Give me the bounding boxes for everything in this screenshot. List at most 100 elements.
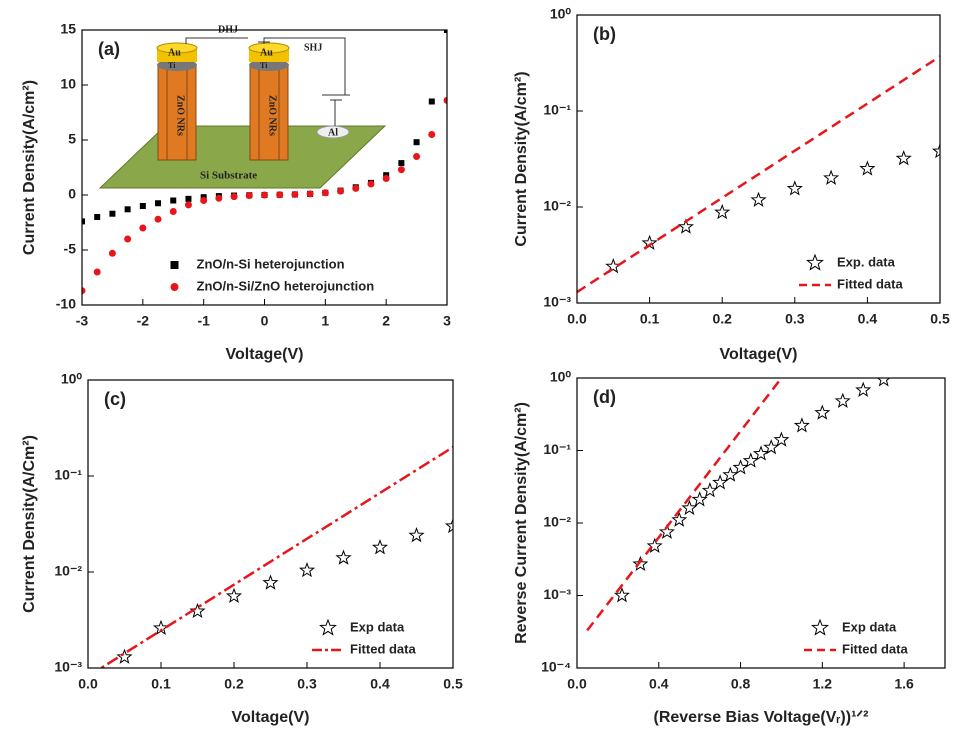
y-axis-label: Current Density(A/cm²) (513, 71, 530, 246)
x-tick-label: 1.2 (813, 676, 833, 692)
legend-label: ZnO/n-Si heterojunction (197, 256, 345, 271)
y-tick-label: 10⁻² (543, 514, 571, 530)
point (169, 208, 177, 215)
star-point (677, 218, 694, 234)
panel-label: (a) (98, 39, 120, 59)
star-point (681, 499, 698, 516)
point (93, 268, 101, 276)
legend-label: Exp. data (837, 254, 896, 269)
annotation: Si Substrate (200, 170, 257, 182)
fit-line (586, 378, 783, 632)
axes-frame (576, 377, 946, 669)
point (109, 210, 116, 217)
star-point (658, 523, 675, 539)
x-axis-label: Voltage(V) (232, 709, 310, 726)
x-tick-label: 0.4 (649, 676, 669, 692)
fit-line (98, 446, 453, 668)
star-point (773, 431, 790, 447)
x-tick-label: 1 (321, 313, 329, 329)
y-tick-label: -10 (56, 296, 76, 312)
point (245, 192, 253, 200)
star-point (632, 555, 649, 572)
x-tick-label: 0.4 (858, 311, 878, 327)
y-tick-label: 5 (68, 131, 76, 147)
y-tick-label: 10⁻¹ (543, 441, 571, 457)
point (200, 197, 208, 204)
y-tick-label: 10⁰ (550, 6, 572, 22)
x-tick-label: 2 (382, 313, 390, 329)
star-point (814, 404, 831, 420)
star-point (225, 587, 243, 603)
point (139, 224, 147, 232)
x-tick-label: -3 (76, 313, 89, 329)
star-point (895, 150, 912, 166)
star-point (834, 392, 851, 408)
x-tick-label: 0 (261, 313, 269, 329)
legend-swatch (170, 261, 179, 269)
point (185, 195, 192, 202)
annotation: Ti (260, 61, 268, 70)
point (154, 215, 162, 223)
star-point (876, 378, 891, 387)
star-point (714, 203, 731, 220)
star-point (691, 491, 708, 507)
point (428, 131, 436, 138)
star-point (931, 142, 940, 159)
x-tick-label: -1 (197, 313, 210, 329)
point (139, 203, 146, 209)
y-tick-label: 10⁻² (543, 198, 571, 214)
point (413, 139, 420, 146)
legend-label: Exp data (350, 619, 405, 634)
y-tick-label: 10⁰ (61, 371, 83, 387)
x-axis-label: Voltage(V) (720, 346, 798, 363)
annotation: SHJ (304, 42, 322, 53)
star-point (752, 445, 770, 461)
annotation: Au (168, 47, 181, 58)
annotation: ZnO NRs (267, 95, 278, 136)
star-point (646, 537, 663, 553)
star-point (371, 539, 389, 555)
point (367, 180, 375, 188)
y-tick-label: 10⁻⁴ (541, 659, 571, 675)
point (124, 235, 132, 243)
star-point (712, 474, 729, 490)
legend-label: Fitted data (842, 641, 908, 656)
y-axis-label: Current Density(A/Cm²) (21, 435, 38, 613)
plot-area (98, 446, 453, 668)
legend-swatch (811, 618, 829, 636)
star-point (408, 527, 425, 543)
nanorods (157, 64, 197, 161)
y-tick-label: 10⁻³ (54, 659, 82, 675)
point (306, 190, 314, 198)
y-tick-label: 10 (60, 76, 76, 92)
point (82, 287, 86, 295)
point (428, 98, 435, 105)
annotation: Ti (168, 61, 176, 70)
y-axis-label: Current Density(A/cm²) (21, 80, 38, 255)
wire (263, 37, 346, 95)
point (184, 201, 192, 209)
point (413, 153, 421, 160)
star-point (732, 459, 749, 475)
y-axis-label: Reverse Current Density(A/cm²) (513, 402, 530, 644)
point (276, 191, 284, 199)
legend-label: ZnO/n-Si/ZnO heterojunction (197, 278, 375, 293)
x-axis-label: (Reverse Bias Voltage(Vᵣ))¹ᐟ² (653, 709, 868, 726)
x-tick-label: 0.8 (731, 676, 751, 692)
point (444, 30, 447, 33)
x-axis-label: Voltage(V) (226, 346, 304, 363)
star-point (671, 511, 688, 527)
star-point (722, 466, 739, 482)
star-point (116, 648, 133, 664)
legend-swatch (806, 253, 824, 271)
annotation: ZnO NRs (175, 95, 186, 136)
legend-swatch (170, 283, 179, 291)
x-tick-label: 3 (443, 313, 451, 329)
y-tick-label: 10⁻¹ (54, 467, 82, 483)
point (291, 190, 299, 198)
star-point (823, 169, 840, 185)
star-point (444, 517, 453, 534)
annotation: Al (328, 127, 338, 138)
y-tick-label: 15 (60, 21, 76, 37)
au-top (156, 42, 198, 54)
